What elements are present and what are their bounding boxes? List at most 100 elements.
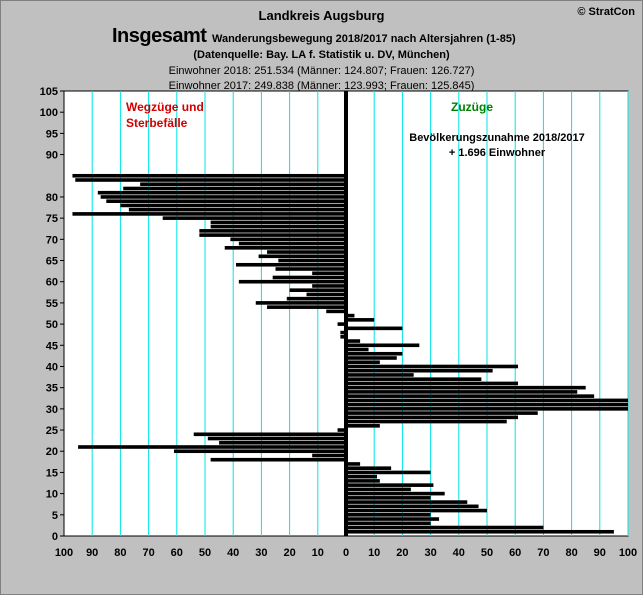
x-tick-label: 100 [619,547,637,559]
y-tick-label: 50 [46,319,58,331]
data-bar [346,508,487,513]
x-tick-label: 20 [396,547,408,559]
data-bar [346,491,445,496]
data-bar [286,296,346,301]
data-bar [236,262,346,267]
y-tick-label: 90 [46,150,58,162]
data-bar [346,496,431,500]
data-bar [346,326,403,331]
data-bar [346,517,440,521]
population-2018: Einwohner 2018: 251.534 (Männer: 124.807… [168,65,475,77]
data-bar [106,199,346,203]
y-tick-label: 65 [46,256,58,268]
data-bar [346,407,628,411]
x-tick-label: 60 [509,547,521,559]
data-bar [72,173,347,178]
annotation-line: Bevölkerungszunahme 2018/2017 [409,132,584,144]
data-bar [78,445,346,449]
data-bar [346,462,361,466]
data-bar [258,254,346,259]
data-bar [193,432,346,437]
data-bar [346,373,414,377]
data-bar [346,339,361,343]
data-bar [346,466,392,470]
data-bar [210,457,346,462]
data-bar [140,182,346,187]
data-bar [346,470,431,475]
y-tick-label: 10 [46,489,58,501]
data-bar [123,186,346,191]
data-bar [312,453,346,458]
y-tick-label: 25 [46,425,58,437]
data-bar [207,436,346,441]
y-tick-label: 95 [46,128,58,140]
data-bar [346,513,431,517]
data-bar [346,390,578,394]
data-bar [346,474,378,479]
data-bar [97,190,346,195]
y-tick-label: 80 [46,192,58,204]
left-label-line: Sterbefälle [126,116,188,130]
y-tick-label: 75 [46,213,58,225]
data-bar [346,343,420,348]
data-bar [346,394,595,398]
y-tick-label: 100 [40,107,58,119]
x-tick-label: 10 [368,547,380,559]
x-tick-label: 30 [424,547,436,559]
data-bar [346,504,479,509]
x-tick-label: 0 [343,547,349,559]
data-bar [346,529,614,534]
region-title: Landkreis Augsburg [258,8,385,23]
data-bar [337,428,346,432]
data-bar [346,398,628,403]
data-bar [346,500,468,504]
data-bar [346,351,403,356]
data-bar [267,305,346,309]
y-tick-label: 15 [46,467,58,479]
data-bar [128,207,346,212]
data-bar [346,411,538,415]
data-bar [340,330,346,335]
data-bar [238,241,346,246]
data-bar [346,364,519,369]
data-bar [224,246,346,250]
data-bar [199,233,346,237]
y-tick-label: 55 [46,298,58,310]
data-bar [346,415,519,420]
data-bar [267,250,346,254]
data-bar [346,313,355,318]
data-bar [346,419,507,424]
zero-axis [344,91,348,536]
data-bar [346,318,375,322]
data-bar [346,525,544,530]
data-bar [346,424,380,428]
data-bar [346,368,493,373]
data-bar [210,220,346,225]
population-2017: Einwohner 2017: 249.838 (Männer: 123.993… [168,80,475,92]
data-bar [346,347,369,352]
data-bar [346,402,628,407]
data-bar [346,487,411,492]
data-bar [219,440,346,445]
x-tick-label: 10 [312,547,324,559]
y-tick-label: 105 [40,86,58,98]
data-bar [173,449,346,454]
x-tick-label: 20 [283,547,295,559]
data-bar [230,237,346,242]
y-tick-label: 20 [46,446,58,458]
y-tick-label: 5 [52,510,58,522]
data-bar [100,195,346,199]
data-bar [340,335,346,339]
data-bar [275,267,346,271]
data-bar [346,483,434,487]
x-tick-label: 40 [227,547,239,559]
y-tick-label: 40 [46,361,58,373]
x-tick-label: 60 [171,547,183,559]
x-tick-label: 70 [142,547,154,559]
x-tick-label: 80 [114,547,126,559]
y-tick-label: 60 [46,277,58,289]
y-tick-label: 70 [46,234,58,246]
x-tick-label: 80 [565,547,577,559]
x-tick-label: 30 [255,547,267,559]
data-bar [346,385,586,390]
